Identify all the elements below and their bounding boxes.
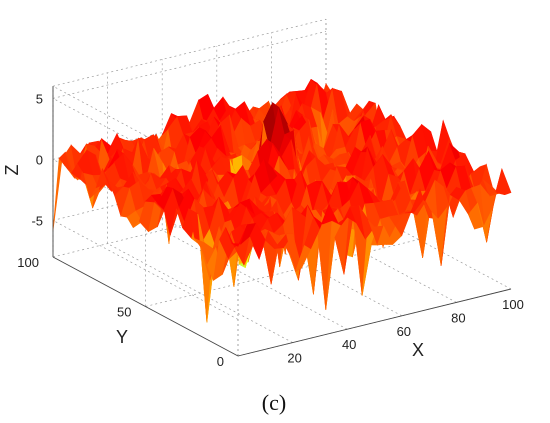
panel-label: (c)	[262, 390, 286, 415]
grid-line-y	[145, 239, 419, 307]
box-edge	[52, 18, 327, 87]
y-tick-label: 50	[117, 305, 131, 320]
surface	[52, 78, 512, 323]
x-axis-label: X	[412, 340, 424, 360]
y-axis-line	[52, 256, 239, 357]
y-tick-label: 0	[217, 354, 224, 369]
z-tick-label: -5	[31, 213, 43, 228]
y-axis-label: Y	[116, 327, 128, 347]
x-axis-line	[237, 288, 512, 357]
y-tick-label: 100	[17, 255, 39, 270]
z-tick-label: 5	[36, 91, 43, 106]
x-tick-label: 100	[502, 297, 524, 312]
surface-facet	[52, 157, 69, 231]
grid-line-z	[52, 31, 327, 99]
z-tick-label: 0	[36, 152, 43, 167]
axes: 20 40 60 80 100 0 50 100 -5 0 5	[17, 86, 524, 369]
surface-facet	[495, 167, 512, 196]
x-tick-label: 20	[287, 351, 301, 366]
z-axis-label: Z	[2, 165, 22, 176]
x-tick-label: 60	[397, 324, 411, 339]
x-tick-label: 80	[451, 310, 465, 325]
x-tick-label: 40	[342, 337, 356, 352]
